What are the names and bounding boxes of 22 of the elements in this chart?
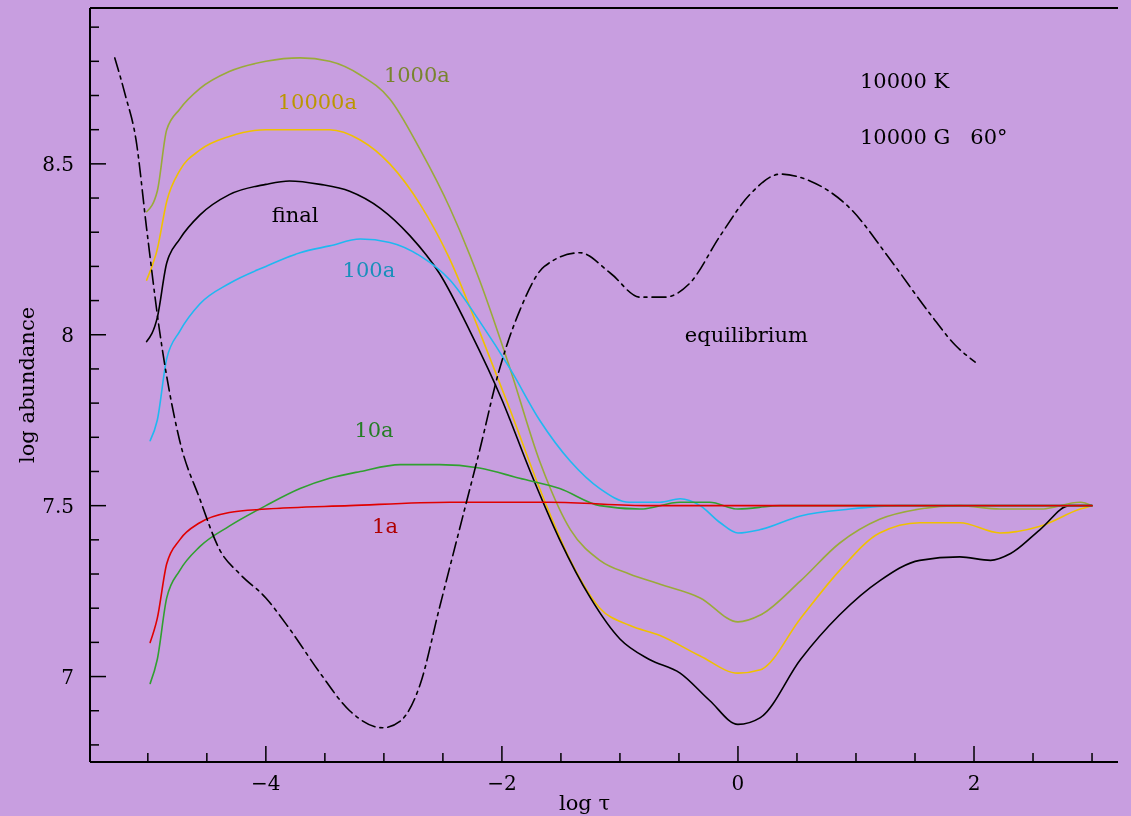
y-tick-label: 8.5 (42, 151, 74, 176)
series-label: equilibrium (684, 322, 809, 347)
annotation: 10000 K (860, 69, 950, 93)
annotation: 10000 G 60° (860, 125, 1008, 149)
line-series (145, 128, 1093, 674)
series-label: 1000a (383, 62, 450, 87)
x-tick-label: 2 (967, 771, 981, 795)
x-tick-label: 0 (731, 771, 745, 795)
line-series (149, 501, 1093, 644)
y-tick-label: 7.5 (42, 493, 74, 518)
series-label: 100a (342, 257, 396, 282)
y-tick-label: 7 (61, 664, 74, 689)
series-label: 1a (372, 514, 398, 538)
y-axis-title: log abundance (15, 306, 39, 464)
x-tick-label: −4 (251, 771, 281, 795)
y-tick-label: 8 (61, 322, 74, 347)
x-tick-label: −2 (487, 771, 517, 795)
series-label: final (271, 202, 319, 227)
line-series (145, 57, 1093, 623)
series-label: 10000a (277, 90, 357, 115)
series-label: 10a (354, 418, 394, 443)
x-axis-title: log τ (558, 791, 611, 815)
